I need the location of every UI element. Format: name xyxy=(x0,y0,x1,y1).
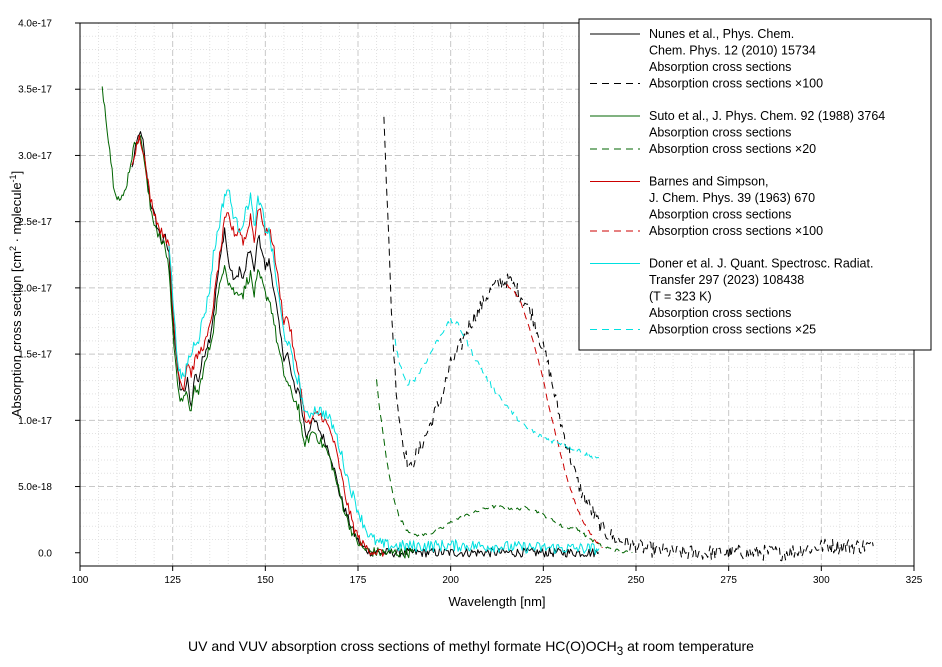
series-layer xyxy=(101,86,874,562)
legend-text: Absorption cross sections xyxy=(649,60,791,74)
y-tick-label: 4.0e-17 xyxy=(18,19,52,30)
y-tick-label: 3.5e-17 xyxy=(18,85,52,96)
legend-text: Absorption cross sections xyxy=(649,208,791,222)
x-tick-label: 325 xyxy=(906,575,923,586)
x-tick-label: 225 xyxy=(535,575,552,586)
y-tick-label: 2.5e-17 xyxy=(18,217,52,228)
x-tick-label: 175 xyxy=(350,575,367,586)
y-tick-label: 0.0 xyxy=(38,548,52,559)
y-tick-label: 5.0e-18 xyxy=(18,482,52,493)
x-tick-label: 275 xyxy=(720,575,737,586)
series-line-7 xyxy=(394,318,599,461)
y-axis-label: Absorption cross section [cm2 · molecule… xyxy=(8,171,24,417)
x-tick-label: 300 xyxy=(813,575,830,586)
x-tick-label: 100 xyxy=(72,575,89,586)
figure-caption: UV and VUV absorption cross sections of … xyxy=(188,638,754,658)
legend-text: Suto et al., J. Phys. Chem. 92 (1988) 37… xyxy=(649,109,885,123)
series-line-6 xyxy=(168,189,600,555)
series-line-2 xyxy=(101,86,415,559)
series-line-4 xyxy=(131,134,385,557)
series-line-3 xyxy=(376,379,633,554)
x-tick-label: 125 xyxy=(164,575,181,586)
x-axis-ticks: 100 125 150 175 200 225 250 275 300 325 xyxy=(72,566,923,586)
legend-text: J. Chem. Phys. 39 (1963) 670 xyxy=(649,191,815,205)
y-axis-ticks: 0.0 5.0e-18 1.0e-17 1.5e-17 2.0e-17 2.5e-17 3.… xyxy=(18,19,80,559)
series-line-5 xyxy=(506,284,603,548)
y-tick-label: 1.5e-17 xyxy=(18,350,52,361)
series-line-1 xyxy=(383,116,874,562)
legend-text: Nunes et al., Phys. Chem. xyxy=(649,27,794,41)
x-tick-label: 250 xyxy=(628,575,645,586)
legend: Nunes et al., Phys. Chem. Chem. Phys. 12 … xyxy=(578,18,932,351)
legend-text: Absorption cross sections ×20 xyxy=(649,142,816,156)
legend-text: Absorption cross sections xyxy=(649,306,791,320)
y-tick-label: 3.0e-17 xyxy=(18,151,52,162)
legend-text: (T = 323 K) xyxy=(649,290,712,304)
legend-text: Absorption cross sections xyxy=(649,126,791,140)
legend-text: Transfer 297 (2023) 108438 xyxy=(649,273,804,287)
x-axis-label: Wavelength [nm] xyxy=(448,594,545,609)
legend-text: Barnes and Simpson, xyxy=(649,175,769,189)
legend-box xyxy=(578,18,932,351)
x-tick-label: 150 xyxy=(257,575,274,586)
legend-text: Chem. Phys. 12 (2010) 15734 xyxy=(649,44,816,58)
y-tick-label: 2.0e-17 xyxy=(18,283,52,294)
legend-text: Absorption cross sections ×25 xyxy=(649,323,816,337)
y-tick-label: 1.0e-17 xyxy=(18,416,52,427)
legend-text: Absorption cross sections ×100 xyxy=(649,77,823,91)
legend-text: Doner et al. J. Quant. Spectrosc. Radiat… xyxy=(649,257,873,271)
x-tick-label: 200 xyxy=(442,575,459,586)
legend-text: Absorption cross sections ×100 xyxy=(649,224,823,238)
